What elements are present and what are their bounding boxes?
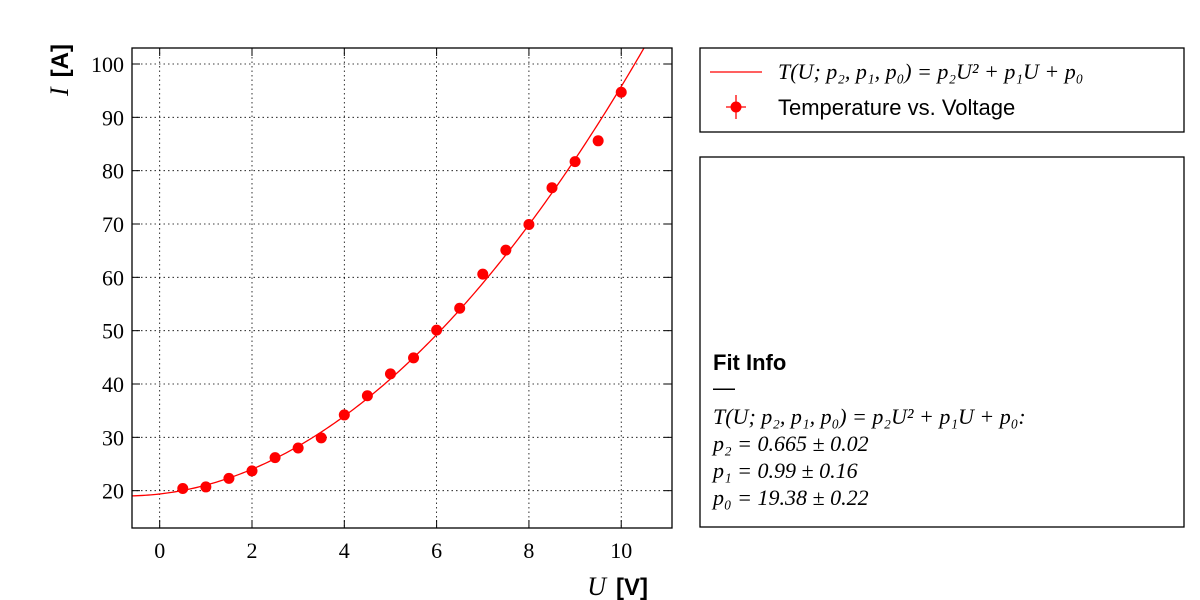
data-point (454, 302, 466, 314)
data-point (315, 432, 327, 444)
data-point (223, 472, 235, 484)
data-point (431, 324, 443, 336)
legend-points-label: Temperature vs. Voltage (778, 95, 1015, 120)
fit-curve-layer (132, 48, 645, 497)
legend-fit-label: T(U; p₂, p₁, p₀) = p₂U² + p₁U + p₀ (778, 59, 1083, 84)
x-tick-label: 0 (154, 538, 165, 563)
y-tick-label: 40 (102, 372, 124, 397)
data-point (246, 465, 258, 477)
fit-curve (132, 48, 645, 497)
y-tick-label: 20 (102, 479, 124, 504)
data-point (408, 352, 420, 364)
data-point (338, 409, 350, 421)
fit-info-p2: p₂ = 0.665 ± 0.02 (711, 431, 869, 456)
axis-ticks: 0 2 4 6 8 10 20 30 40 50 60 70 80 90 100 (91, 48, 672, 563)
fit-info-frame (699, 156, 1185, 528)
x-tick-label: 2 (247, 538, 258, 563)
data-point (569, 156, 581, 168)
fit-info-box: Fit Info — T(U; p₂, p₁, p₀) = p₂U² + p₁U… (699, 156, 1185, 528)
data-point (177, 483, 189, 495)
legend: T(U; p₂, p₁, p₀) = p₂U² + p₁U + p₀ Tempe… (699, 47, 1185, 133)
x-tick-label: 6 (431, 538, 442, 563)
fit-info-formula: T(U; p₂, p₁, p₀) = p₂U² + p₁U + p₀: (713, 404, 1026, 429)
fit-info-title: Fit Info (713, 350, 786, 375)
grid (132, 48, 672, 528)
x-axis-label: U [V] (587, 572, 648, 600)
x-tick-label: 8 (523, 538, 534, 563)
y-axis-label: I [A] (45, 44, 74, 97)
legend-box (699, 47, 1185, 133)
data-point (500, 244, 512, 256)
plot-frame (131, 47, 673, 529)
y-tick-label: 30 (102, 425, 124, 450)
data-point (523, 219, 535, 231)
y-tick-label: 100 (91, 52, 124, 77)
y-tick-label: 70 (102, 212, 124, 237)
data-point (269, 452, 281, 464)
x-tick-label: 10 (610, 538, 632, 563)
fit-info-p0: p₀ = 19.38 ± 0.22 (711, 485, 869, 510)
y-tick-label: 60 (102, 265, 124, 290)
fit-info-p1: p₁ = 0.99 ± 0.16 (711, 458, 858, 483)
data-point (615, 86, 627, 98)
data-point (292, 442, 304, 454)
data-point (592, 135, 604, 147)
legend-point-swatch (730, 101, 742, 113)
y-tick-label: 80 (102, 159, 124, 184)
data-point (200, 481, 212, 493)
data-point (361, 390, 373, 402)
y-tick-label: 50 (102, 319, 124, 344)
x-tick-label: 4 (339, 538, 350, 563)
y-tick-label: 90 (102, 105, 124, 130)
data-points-layer (177, 86, 627, 495)
data-point (384, 368, 396, 380)
data-point (546, 182, 558, 194)
fit-info-separator: — (713, 375, 735, 400)
data-point (477, 268, 489, 280)
